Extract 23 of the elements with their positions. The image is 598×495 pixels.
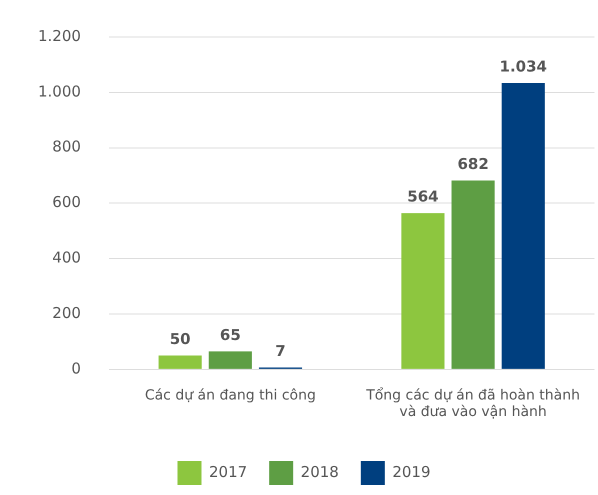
bar [208,351,252,369]
data-label: 7 [275,342,286,360]
data-label: 1.034 [500,57,547,76]
bar [452,180,495,369]
y-tick-label: 1.000 [38,82,81,100]
y-tick-label: 600 [52,193,81,212]
data-label: 65 [220,326,241,344]
bar [401,213,444,369]
data-label: 564 [407,188,439,206]
x-tick-label: Tổng các dự án đã hoàn thành và đưa vào vận hành [365,386,580,420]
data-label: 682 [457,154,489,173]
legend-label: 2019 [392,462,431,481]
y-tick-label: 400 [52,248,81,266]
data-label: 50 [170,330,191,348]
y-tick-label: 200 [52,304,81,322]
bar [158,356,202,369]
y-tick-label: 800 [52,138,81,156]
x-tick-label: Các dự án đang thi công [144,387,316,404]
legend-label: 2018 [300,462,339,481]
legend-label: 2017 [208,462,248,481]
y-tick-label: 1.200 [38,26,81,45]
bar [502,82,545,369]
y-tick-label: 0 [71,359,81,378]
